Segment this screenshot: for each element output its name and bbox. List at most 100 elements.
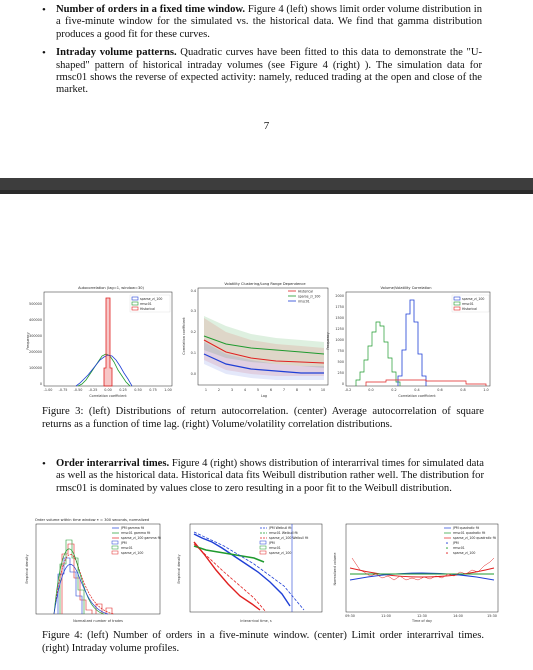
fig3-center-xticks: 1 2 3 4 5 6 7 8 9 10 [205, 388, 325, 392]
xtick: 14:00 [453, 614, 463, 618]
xtick: 3 [231, 388, 233, 392]
page-number: 7 [263, 120, 270, 132]
xtick: 0.50 [134, 388, 142, 392]
fig3-left-xlabel: Correlation coefficient [89, 394, 127, 398]
bullet-title: Number of orders in a fixed time window. [56, 4, 246, 15]
fig4-center-legend: JPM Weibull fit rmsc01 Weibull fit spars… [259, 526, 309, 555]
fig3-right-xlabel: Correlation coefficient [398, 394, 436, 398]
fig4-right-xticks: 09:30 11:00 12:30 14:00 15:30 [345, 614, 497, 618]
xtick: 8 [296, 388, 298, 392]
fit-red [53, 554, 115, 615]
figure-3: Autocorrelation (lag=1, window=30) 0 100… [26, 276, 496, 401]
ytick: 0.4 [191, 289, 196, 293]
xtick: 2 [218, 388, 220, 392]
fig4-left-legend: JPM gamma fit rmsc01 gamma fit sparse_zi… [111, 526, 162, 555]
xtick: 1 [205, 388, 207, 392]
fig4-right-ylabel: Normalized volume [333, 553, 337, 586]
legend-label: rmsc01 [269, 546, 281, 550]
fig3-center-title: Volatility Clustering/Long Range Depende… [224, 282, 306, 286]
ytick: 200000 [29, 350, 42, 354]
xtick: -0.25 [89, 388, 98, 392]
fig3-center-panel: Volatility Clustering/Long Range Depende… [182, 282, 329, 398]
fig3-right-legend: sparse_zi_100 rmsc01 Historical [451, 294, 490, 313]
ytick: 1750 [335, 305, 344, 309]
fig3-left-yticks: 0 100000 200000 300000 400000 500000 [29, 302, 42, 386]
fig4-center-xlabel: Interarrival time, s [240, 619, 272, 623]
xtick: 0.00 [104, 388, 112, 392]
fig4-right-panel: Normalized volume 09:30 11:00 12:30 14:0… [333, 523, 499, 623]
fig3-center-yticks: 0.0 0.1 0.2 0.3 0.4 [191, 289, 196, 376]
xtick: 0.6 [437, 388, 442, 392]
legend-label: JPM Weibull fit [268, 526, 292, 530]
figure-4-caption: Figure 4: (left) Number of orders in a f… [42, 630, 484, 654]
legend-label: sparse_zi_100 [140, 297, 162, 301]
xtick: 0.25 [119, 388, 127, 392]
hist-green-steps [355, 321, 401, 386]
legend-label: JPM [268, 541, 275, 545]
xtick: 0.4 [414, 388, 419, 392]
ytick: 300000 [29, 334, 42, 338]
scatter-red [193, 541, 261, 611]
line-blue [203, 353, 324, 374]
bullet-interarrival: • Order interarrival times. Figure 4 (ri… [42, 458, 484, 495]
legend-label: JPM quadratic fit [452, 526, 480, 530]
ytick: 0.0 [191, 372, 196, 376]
ytick: 500 [338, 360, 344, 364]
fig4-left-xlabel: Normalized number of trades [73, 619, 123, 623]
bullet-text: Figure 4 (left) shows limit order volume… [56, 4, 482, 40]
ytick: 100000 [29, 366, 42, 370]
fig4-right-legend: JPM quadratic fit rmsc01 quadratic fit s… [444, 526, 497, 555]
legend-label: rmsc01 Weibull fit [269, 531, 298, 535]
fit-red-dashed [193, 543, 267, 613]
fig3-center-xlabel: Lag [261, 394, 267, 398]
bullet-intraday-volume: • Intraday volume patterns. Quadratic cu… [42, 47, 482, 97]
fig4-left-panel: Order volume within time window τ = 300 … [25, 518, 162, 623]
scatter-green [193, 545, 265, 563]
legend-label: sparse_zi_100 Weibull fit [269, 536, 309, 540]
fit-blue [53, 564, 109, 615]
fig4-center-ylabel: Empirical density [177, 554, 181, 583]
page-divider [0, 178, 533, 194]
fig4-center-panel: Empirical density Interarrival time, s J… [177, 523, 323, 623]
ytick: 0.1 [191, 351, 196, 355]
fig4-right-xlabel: Time of day [411, 619, 432, 623]
fit-blue-dashed [193, 531, 305, 611]
hist-red-steps [365, 379, 487, 386]
xtick: 0.0 [368, 388, 373, 392]
xtick: 0.8 [460, 388, 465, 392]
legend-label: rmsc01 gamma fit [121, 531, 151, 535]
xtick: -0.50 [74, 388, 83, 392]
fig3-right-xticks: -0.2 0.0 0.2 0.4 0.6 0.8 1.0 [345, 388, 489, 392]
bars-green [59, 539, 85, 614]
legend-label: sparse_zi_100 [453, 551, 475, 555]
xtick: 1.00 [164, 388, 172, 392]
ytick: 250 [338, 371, 344, 375]
ytick: 500000 [29, 302, 42, 306]
legend-label: sparse_zi_100 [462, 297, 484, 301]
legend-label: Historical [140, 307, 155, 311]
legend-label: rmsc01 [140, 302, 152, 306]
ytick: 750 [338, 349, 344, 353]
ytick: 0.3 [191, 309, 196, 313]
fig3-right-title: Volume/Volatility Correlation [380, 286, 431, 290]
bullet-text: Figure 4 (right) shows distribution of i… [56, 458, 484, 494]
fit-green [53, 548, 105, 615]
line-red [203, 339, 325, 364]
xtick: -0.75 [59, 388, 68, 392]
ytick: 2000 [335, 294, 344, 298]
bullet-text: Quadratic curves have been fitted to thi… [56, 47, 482, 96]
fig4-left-ylabel: Empirical density [25, 554, 29, 583]
curve-blue [349, 572, 495, 581]
hist-blue-steps [397, 299, 427, 386]
legend-label: rmsc01 quadratic fit [453, 531, 486, 535]
legend-label: sparse_zi_100 [269, 551, 291, 555]
hist-red [103, 297, 113, 387]
legend-label: JPM [452, 541, 459, 545]
legend-label: JPM [120, 541, 127, 545]
fig3-left-legend: sparse_zi_100 rmsc01 Historical [129, 294, 171, 313]
xtick: 1.0 [483, 388, 488, 392]
band-blue [204, 342, 324, 380]
legend-label: rmsc01 [462, 302, 474, 306]
figure-3-caption: Figure 3: (left) Distributions of return… [42, 406, 484, 430]
legend-label: sparse_zi_100 gamma fit [121, 536, 162, 540]
